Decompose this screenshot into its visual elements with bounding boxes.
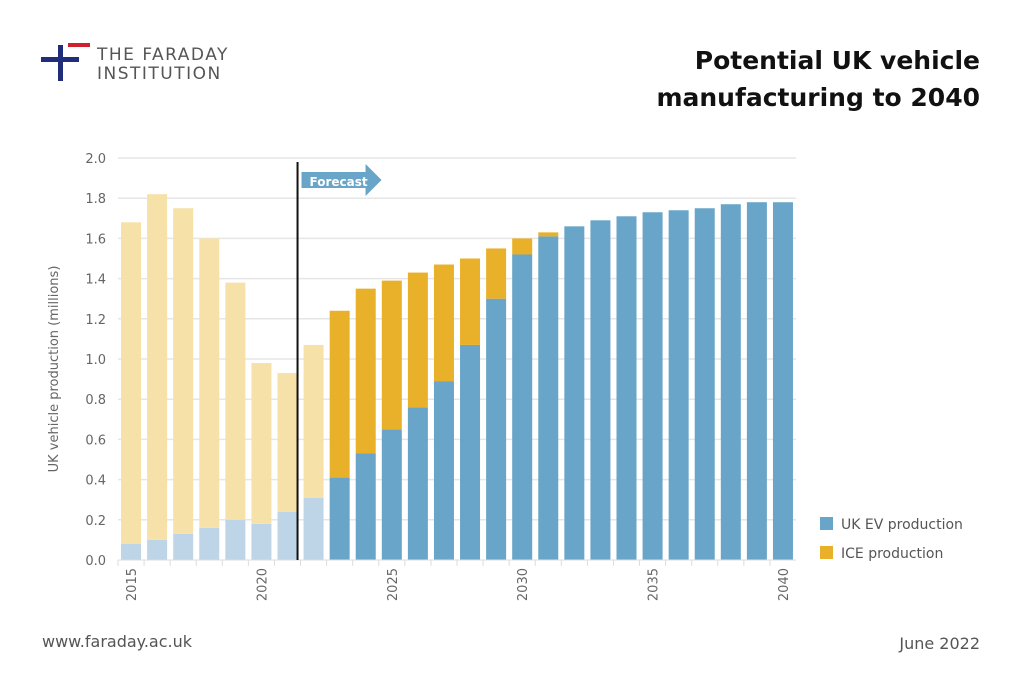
y-tick-label: 0.6	[85, 433, 106, 448]
bar-ice-2026	[407, 272, 428, 408]
bar-ice-2016	[147, 194, 168, 540]
legend-label-ice: ICE production	[841, 546, 943, 562]
page-title: Potential UK vehicle manufacturing to 20…	[656, 42, 980, 116]
bar-ice-2024	[355, 288, 376, 454]
bar-ev-2026	[407, 407, 428, 560]
logo-text: THE FARADAY INSTITUTION	[97, 46, 229, 84]
y-tick-label: 1.0	[85, 353, 106, 368]
y-tick-label: 1.4	[85, 273, 106, 288]
x-tick-label: 2020	[255, 568, 270, 601]
bar-ev-2039	[746, 202, 767, 560]
bar-ev-2024	[355, 453, 376, 560]
bar-ev-2037	[694, 208, 715, 560]
y-tick-label: 1.2	[85, 313, 106, 328]
forecast-label: Forecast	[310, 175, 368, 189]
y-axis-label: UK vehicle production (millions)	[47, 266, 62, 473]
bar-ice-2031	[538, 232, 559, 237]
bar-ev-2016	[147, 539, 168, 560]
bar-ice-2015	[121, 222, 142, 544]
bar-ev-2019	[225, 519, 246, 560]
y-tick-label: 2.0	[85, 152, 106, 167]
bar-ev-2017	[173, 533, 194, 560]
bar-ice-2030	[512, 238, 533, 255]
bar-ice-2020	[251, 363, 272, 524]
bar-ev-2027	[433, 381, 454, 560]
bar-ice-2025	[381, 280, 402, 430]
bar-ice-2018	[199, 238, 220, 528]
title-line2: manufacturing to 2040	[656, 83, 980, 112]
bar-ev-2040	[772, 202, 793, 560]
bar-ev-2029	[486, 298, 507, 560]
legend-swatch-ev	[820, 517, 833, 530]
bar-ice-2027	[433, 264, 454, 382]
website-link[interactable]: www.faraday.ac.uk	[42, 632, 193, 651]
y-tick-label: 1.6	[85, 232, 106, 247]
legend-swatch-ice	[820, 546, 833, 559]
bar-ev-2028	[460, 344, 481, 560]
brand-name-line1: THE FARADAY	[97, 45, 229, 65]
y-tick-label: 0.0	[85, 554, 106, 569]
bar-ice-2017	[173, 208, 194, 534]
x-tick-label: 2030	[516, 568, 531, 601]
bar-ev-2035	[642, 212, 663, 560]
bar-ev-2025	[381, 429, 402, 560]
x-tick-label: 2025	[386, 568, 401, 601]
y-tick-label: 0.2	[85, 514, 106, 529]
x-tick-label: 2015	[125, 568, 140, 601]
x-tick-label: 2035	[647, 568, 662, 601]
bar-ev-2022	[303, 497, 324, 560]
bar-ev-2038	[720, 204, 741, 561]
bar-ev-2020	[251, 523, 272, 560]
bar-ev-2015	[121, 543, 142, 560]
bar-ice-2019	[225, 282, 246, 520]
bar-ev-2033	[590, 220, 611, 560]
bar-ev-2023	[329, 477, 350, 560]
y-tick-label: 0.4	[85, 474, 106, 489]
y-tick-label: 0.8	[85, 393, 106, 408]
legend-label-ev: UK EV production	[841, 517, 963, 533]
publication-date: June 2022	[899, 634, 980, 653]
bar-ice-2029	[486, 248, 507, 299]
title-line1: Potential UK vehicle	[694, 46, 980, 75]
x-tick-label: 2040	[777, 568, 792, 601]
faraday-logo-icon	[41, 43, 90, 81]
bar-ice-2022	[303, 344, 324, 498]
bar-ice-2028	[460, 258, 481, 345]
bar-ev-2031	[538, 236, 559, 560]
bar-ev-2032	[564, 226, 585, 560]
bar-ice-2021	[277, 373, 298, 512]
y-tick-label: 1.8	[85, 192, 106, 207]
forecast-arrow-icon	[301, 164, 382, 196]
bar-ev-2036	[668, 210, 689, 560]
bar-ev-2030	[512, 254, 533, 561]
bar-ev-2018	[199, 527, 220, 560]
bar-ev-2034	[616, 216, 637, 561]
bar-ice-2023	[329, 310, 350, 478]
brand-name-line2: INSTITUTION	[97, 64, 222, 84]
bar-ev-2021	[277, 511, 298, 560]
